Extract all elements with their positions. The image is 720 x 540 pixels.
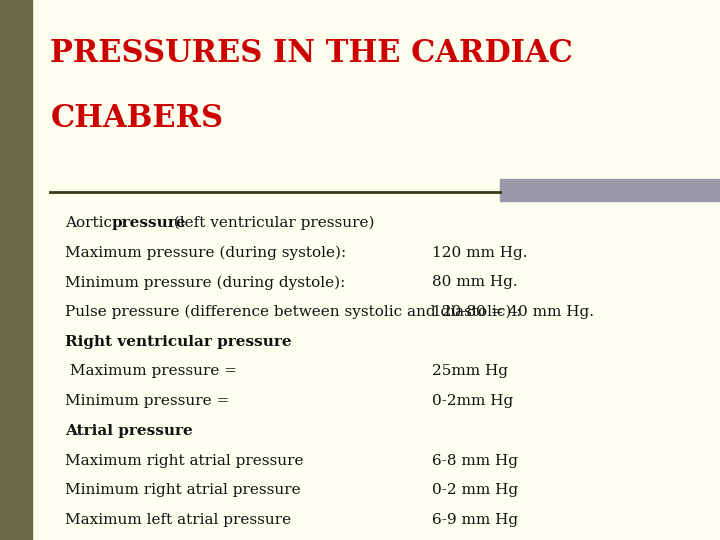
Text: 0-2 mm Hg: 0-2 mm Hg [432,483,518,497]
Text: Pulse pressure (difference between systolic and diastolic) :: Pulse pressure (difference between systo… [65,305,521,320]
Text: Aortic: Aortic [65,216,122,230]
Text: 0-2mm Hg: 0-2mm Hg [432,394,513,408]
Text: Minimum pressure (during dystole):: Minimum pressure (during dystole): [65,275,345,290]
Text: 80 mm Hg.: 80 mm Hg. [432,275,518,289]
Text: 6-8 mm Hg: 6-8 mm Hg [432,454,518,468]
Text: 120 mm Hg.: 120 mm Hg. [432,246,528,260]
Text: Minimum right atrial pressure: Minimum right atrial pressure [65,483,300,497]
Text: Maximum right atrial pressure: Maximum right atrial pressure [65,454,303,468]
Text: pressure: pressure [112,216,186,230]
Bar [500,179,720,201]
Text: CHABERS: CHABERS [50,103,223,133]
Text: Maximum pressure =: Maximum pressure = [65,364,237,379]
Text: Maximum pressure (during systole):: Maximum pressure (during systole): [65,246,346,260]
Text: Right ventricular pressure: Right ventricular pressure [65,335,292,349]
Text: 25mm Hg: 25mm Hg [432,364,508,379]
Text: Maximum left atrial pressure: Maximum left atrial pressure [65,513,291,527]
Text: (left ventricular pressure): (left ventricular pressure) [164,216,374,231]
Text: PRESSURES IN THE CARDIAC: PRESSURES IN THE CARDIAC [50,38,573,69]
Text: 120-80 = 40 mm Hg.: 120-80 = 40 mm Hg. [432,305,594,319]
Text: 6-9 mm Hg: 6-9 mm Hg [432,513,518,527]
Text: Atrial pressure: Atrial pressure [65,424,192,438]
Text: Minimum pressure =: Minimum pressure = [65,394,229,408]
